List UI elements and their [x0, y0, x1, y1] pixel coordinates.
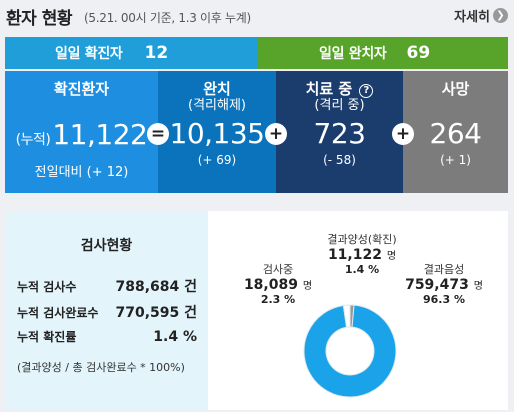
tests-panel: 검사현황 누적 검사수 788,684 건 누적 검사완료수 770,595 건… — [5, 211, 508, 410]
slice-label-positive: 결과양성(확진) 11,122 명 1.4 % — [314, 231, 410, 276]
slice-percent: 2.3 % — [260, 293, 296, 306]
treating-change: (- 58) — [323, 153, 356, 167]
tests-row-label: 누적 검사완료수 — [17, 306, 99, 320]
slice-name: 결과양성(확진) — [327, 233, 397, 246]
tests-row-value: 770,595 건 — [115, 305, 197, 321]
daily-released-bar: 일일 완치자 69 — [257, 37, 508, 69]
equals-icon: = — [147, 123, 169, 145]
treating-card: 치료 중 ? (격리 중) 723 (- 58) — [276, 71, 403, 193]
slice-value-row: 11,122 명 — [314, 247, 410, 263]
released-change: (+ 69) — [197, 153, 237, 167]
tests-row: 누적 검사완료수 770,595 건 — [17, 302, 197, 322]
confirmed-change: 전일대비 (+ 12) — [34, 165, 129, 180]
donut-svg — [303, 304, 397, 398]
tests-summary: 검사현황 누적 검사수 788,684 건 누적 검사완료수 770,595 건… — [5, 211, 208, 410]
confirmed-number: (누적) 11,122 — [5, 120, 158, 155]
test-result-chart: 결과양성(확진) 11,122 명 1.4 % 검사중 18,089 명 2.3… — [208, 211, 508, 410]
deaths-value: 264 — [429, 117, 482, 150]
treating-sub: (격리 중) — [314, 98, 365, 113]
help-icon[interactable]: ? — [359, 84, 374, 98]
confirmed-card: 확진환자 (누적) 11,122 전일대비 (+ 12) — [5, 71, 158, 193]
daily-confirmed-value: 12 — [144, 43, 169, 63]
slice-value-row: 759,473 명 — [400, 277, 488, 293]
chevron-right-icon: ❯ — [493, 8, 508, 23]
tests-row: 누적 확진률 1.4 % — [17, 328, 197, 345]
slice-unit: 명 — [473, 281, 483, 292]
donut-slice — [303, 304, 397, 398]
daily-confirmed-label: 일일 확진자 — [55, 46, 123, 62]
plus-icon: + — [265, 123, 287, 145]
confirmed-value: 11,122 — [52, 118, 148, 151]
treating-value: 723 — [313, 117, 366, 150]
released-sub: (격리해제) — [188, 98, 246, 113]
confirmed-prefix: (누적) — [15, 132, 51, 148]
detail-link[interactable]: 자세히 ❯ — [454, 6, 508, 25]
donut-slice — [342, 304, 351, 328]
deaths-card: 사망 264 (+ 1) — [403, 71, 508, 193]
page-title: 환자 현황 — [6, 9, 72, 29]
daily-confirmed-bar: 일일 확진자 12 — [5, 37, 257, 69]
tests-row-value: 1.4 % — [153, 329, 197, 345]
slice-label-negative: 결과음성 759,473 명 96.3 % — [400, 261, 488, 306]
released-label: 완치 — [203, 80, 231, 98]
daily-released-value: 69 — [406, 43, 431, 63]
slice-unit: 명 — [386, 251, 397, 262]
slice-value: 18,089 — [243, 277, 298, 293]
page-subtitle: (5.21. 00시 기준, 1.3 이후 누계) — [84, 11, 251, 25]
header: 환자 현황 (5.21. 00시 기준, 1.3 이후 누계) 자세히 ❯ — [0, 0, 514, 36]
slice-unit: 명 — [302, 281, 313, 292]
plus-icon: + — [392, 123, 414, 145]
confirmed-label: 확진환자 — [53, 80, 110, 98]
deaths-change: (+ 1) — [440, 153, 471, 167]
treating-label-row: 치료 중 ? — [276, 81, 403, 98]
slice-name: 결과음성 — [423, 263, 465, 276]
slice-name: 검사중 — [262, 263, 294, 276]
released-card: 완치 (격리해제) 10,135 (+ 69) — [158, 71, 276, 193]
daily-released-label: 일일 완치자 — [319, 46, 387, 62]
tests-row-label: 누적 검사수 — [17, 280, 77, 294]
slice-percent: 1.4 % — [344, 263, 380, 276]
tests-row-label: 누적 확진률 — [17, 330, 77, 344]
released-value: 10,135 — [169, 117, 265, 150]
slice-value-row: 18,089 명 — [238, 277, 318, 293]
tests-row: 누적 검사수 788,684 건 — [17, 276, 197, 296]
treating-label: 치료 중 — [305, 80, 353, 98]
slice-label-testing: 검사중 18,089 명 2.3 % — [238, 261, 318, 306]
tests-note: (결과양성 / 총 검사완료수 * 100%) — [17, 361, 185, 374]
deaths-label: 사망 — [441, 80, 470, 98]
tests-title: 검사현황 — [80, 238, 133, 254]
detail-label: 자세히 — [454, 10, 490, 25]
slice-value: 759,473 — [405, 277, 469, 293]
slice-percent: 96.3 % — [423, 293, 465, 306]
tests-row-value: 788,684 건 — [115, 279, 197, 295]
slice-value: 11,122 — [327, 247, 382, 263]
